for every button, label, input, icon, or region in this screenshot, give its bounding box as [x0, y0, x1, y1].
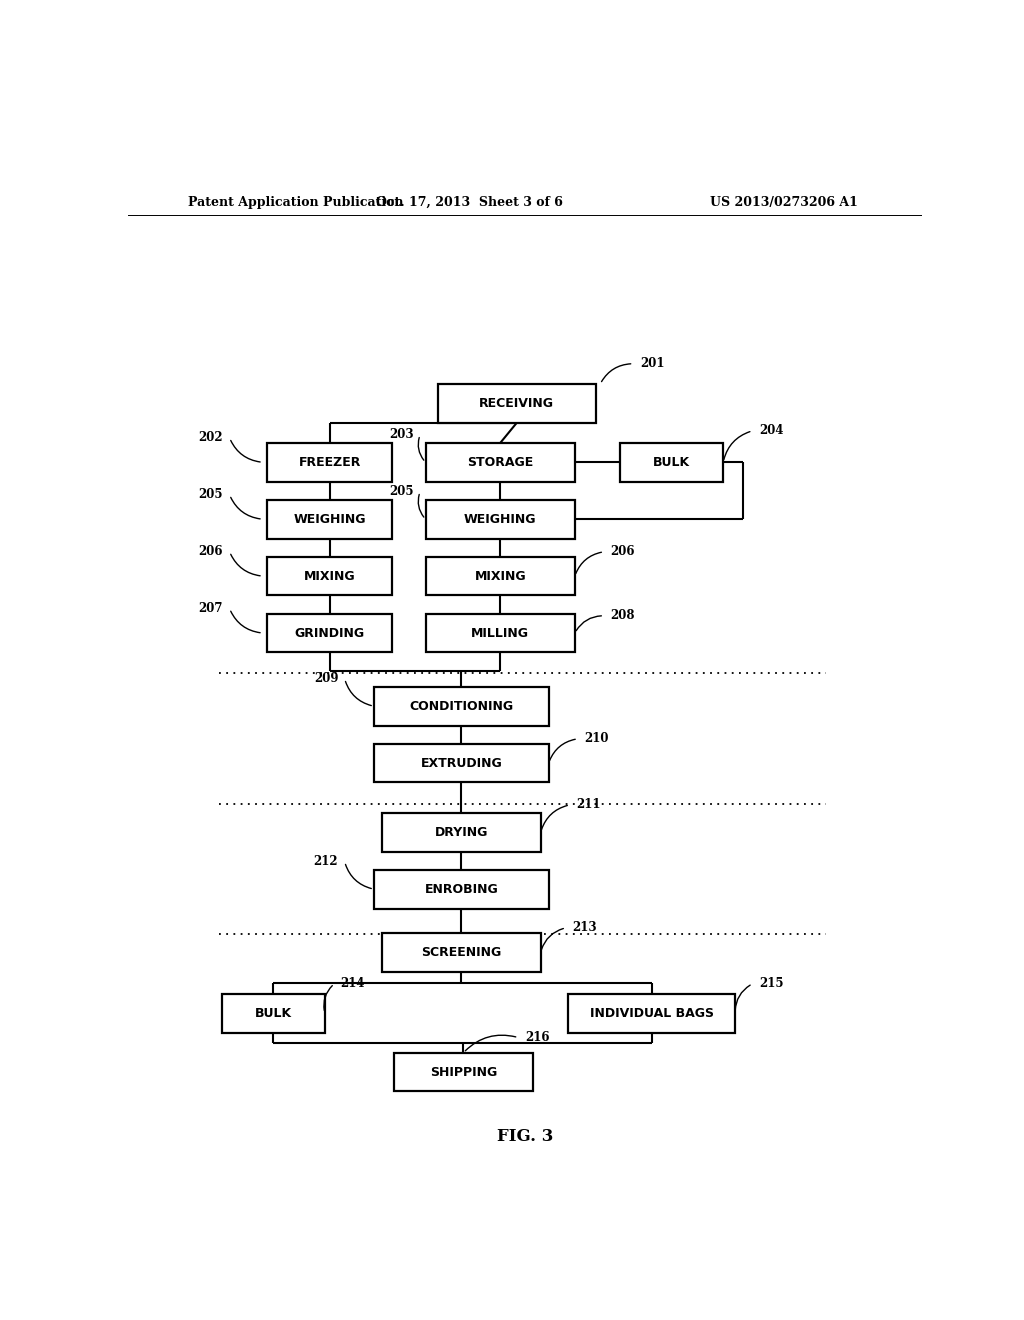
Text: 206: 206	[199, 545, 223, 558]
Text: CONDITIONING: CONDITIONING	[410, 700, 513, 713]
Text: 216: 216	[524, 1031, 549, 1044]
Text: EXTRUDING: EXTRUDING	[421, 756, 502, 770]
Text: ENROBING: ENROBING	[424, 883, 499, 896]
Text: WEIGHING: WEIGHING	[293, 512, 366, 525]
Bar	[374, 744, 549, 783]
Bar	[267, 557, 392, 595]
Bar	[426, 444, 574, 482]
Text: 204: 204	[759, 424, 783, 437]
Text: MILLING: MILLING	[471, 627, 529, 640]
Bar	[426, 557, 574, 595]
Text: 215: 215	[759, 977, 783, 990]
Text: Patent Application Publication: Patent Application Publication	[187, 195, 403, 209]
Bar	[267, 614, 392, 652]
Text: FIG. 3: FIG. 3	[497, 1127, 553, 1144]
Bar	[394, 1053, 532, 1092]
Text: 201: 201	[640, 358, 665, 370]
Bar	[267, 500, 392, 539]
Text: 207: 207	[199, 602, 223, 615]
Text: RECEIVING: RECEIVING	[479, 397, 554, 409]
Text: SHIPPING: SHIPPING	[430, 1065, 497, 1078]
Bar	[382, 813, 541, 851]
Text: 206: 206	[610, 545, 635, 558]
Text: WEIGHING: WEIGHING	[464, 512, 537, 525]
Text: BULK: BULK	[255, 1007, 292, 1019]
Text: 214: 214	[341, 977, 366, 990]
Text: 213: 213	[572, 921, 597, 935]
Text: BULK: BULK	[653, 455, 690, 469]
Text: 202: 202	[199, 432, 223, 445]
Text: STORAGE: STORAGE	[467, 455, 534, 469]
Text: 209: 209	[313, 672, 338, 685]
Bar	[221, 994, 325, 1032]
Bar	[426, 614, 574, 652]
Bar	[267, 444, 392, 482]
Text: DRYING: DRYING	[434, 826, 488, 838]
Text: SCREENING: SCREENING	[421, 945, 502, 958]
Text: 210: 210	[585, 733, 609, 746]
Bar	[382, 933, 541, 972]
Text: MIXING: MIXING	[304, 570, 355, 582]
Text: MIXING: MIXING	[474, 570, 526, 582]
Bar	[568, 994, 735, 1032]
Text: 205: 205	[199, 488, 223, 502]
Text: INDIVIDUAL BAGS: INDIVIDUAL BAGS	[590, 1007, 714, 1019]
Text: 203: 203	[389, 429, 414, 441]
Text: GRINDING: GRINDING	[295, 627, 365, 640]
Text: 208: 208	[610, 610, 635, 622]
Text: US 2013/0273206 A1: US 2013/0273206 A1	[711, 195, 858, 209]
Bar	[437, 384, 596, 422]
Text: FREEZER: FREEZER	[298, 455, 360, 469]
Text: 205: 205	[389, 486, 414, 498]
Bar	[374, 870, 549, 908]
Bar	[374, 686, 549, 726]
Text: Oct. 17, 2013  Sheet 3 of 6: Oct. 17, 2013 Sheet 3 of 6	[376, 195, 562, 209]
Text: 212: 212	[313, 855, 338, 869]
Text: 211: 211	[577, 799, 601, 812]
Bar	[620, 444, 723, 482]
Bar	[426, 500, 574, 539]
